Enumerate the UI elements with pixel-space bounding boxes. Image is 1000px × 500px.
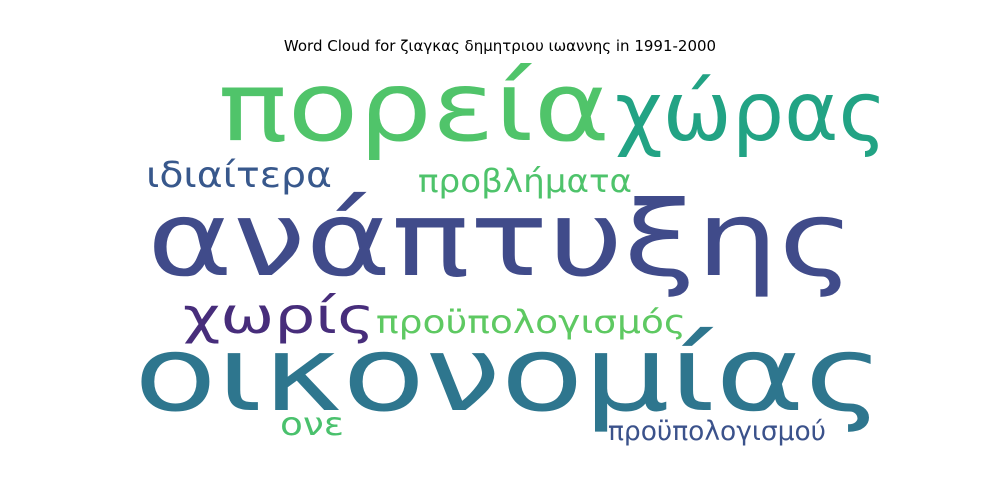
word-2: πορεία: [218, 51, 610, 163]
chart-title: Word Cloud for ζιαγκας δημητριου ιωαννης…: [283, 37, 717, 55]
word-6: προβλήματα: [418, 162, 632, 200]
word-3: χώρας: [615, 65, 887, 160]
word-9: προϋπολογισμού: [608, 416, 826, 447]
word-8: ονε: [280, 405, 344, 443]
word-7: προϋπολογισμός: [376, 303, 686, 341]
word-1: οικονομίας: [134, 313, 884, 435]
word-4: χωρίς: [183, 287, 375, 345]
word-0: ανάπτυξης: [147, 178, 855, 300]
word-5: ιδιαίτερα: [146, 155, 332, 196]
